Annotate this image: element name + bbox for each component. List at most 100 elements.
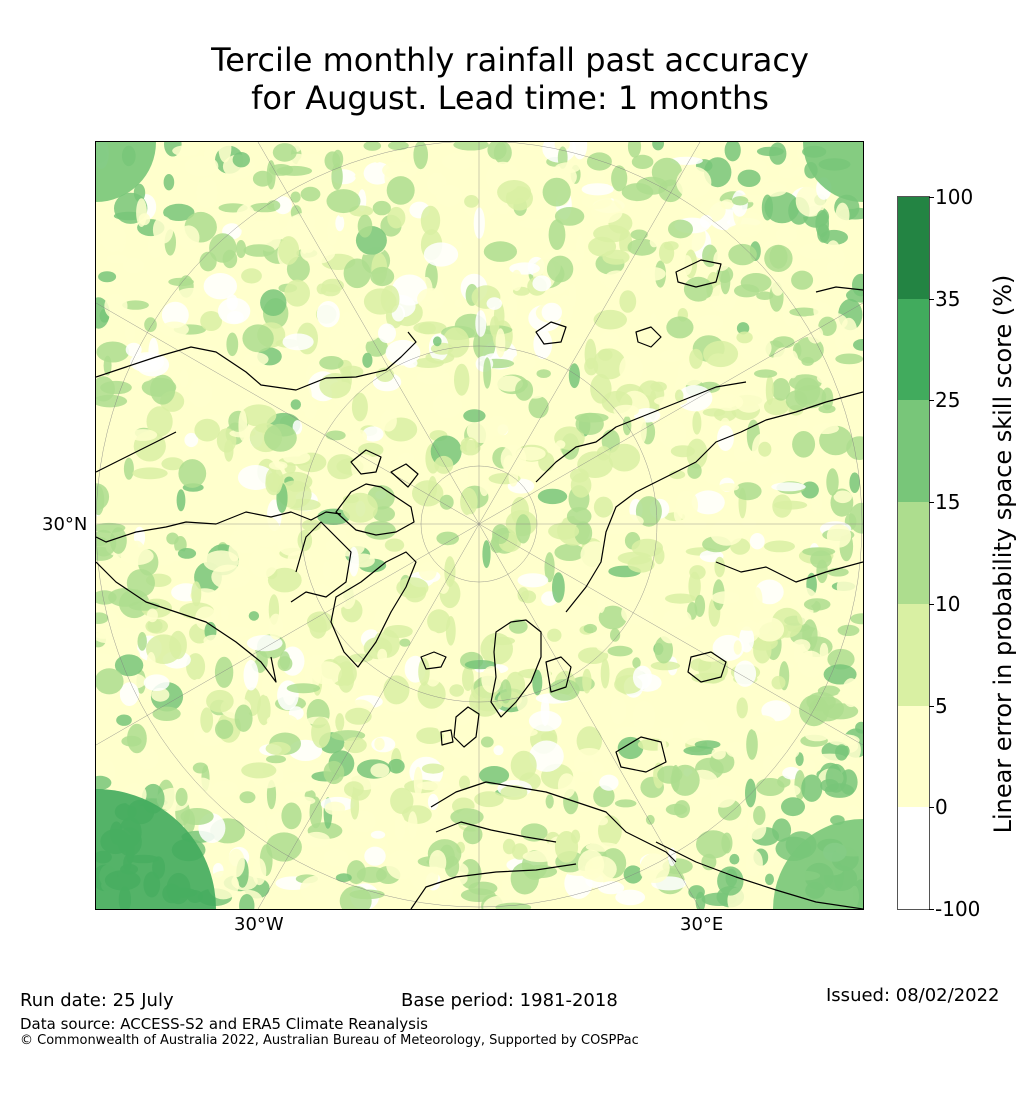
skill-patch — [239, 894, 255, 909]
skill-patch — [137, 747, 159, 770]
skill-patch — [674, 800, 690, 819]
skill-patch — [568, 363, 580, 389]
colorbar-tick-mark — [929, 298, 934, 300]
skill-patch — [163, 203, 195, 221]
skill-patch — [691, 490, 725, 515]
skill-patch — [265, 741, 291, 756]
skill-patch — [761, 661, 795, 671]
skill-patch — [548, 679, 580, 701]
skill-patch — [507, 293, 518, 323]
skill-patch — [435, 184, 463, 207]
skill-patch — [714, 556, 725, 578]
skill-patch — [794, 336, 824, 364]
skill-patch — [681, 255, 693, 276]
skill-patch — [241, 762, 277, 779]
skill-patch — [510, 750, 537, 781]
skill-patch — [403, 358, 418, 368]
skill-patch — [378, 323, 396, 344]
skill-patch — [357, 214, 373, 238]
skill-patch — [503, 455, 515, 473]
skill-patch — [674, 389, 684, 403]
skill-patch — [609, 696, 627, 725]
colorbar-tick-label: -100 — [935, 897, 981, 921]
skill-patch — [595, 816, 608, 826]
skill-patch — [192, 777, 213, 795]
skill-patch — [555, 162, 581, 174]
skill-patch — [267, 567, 302, 593]
skill-patch — [849, 472, 860, 494]
skill-patch — [557, 773, 576, 799]
skill-patch — [826, 524, 852, 548]
skill-patch — [533, 329, 553, 359]
skill-patch — [416, 369, 450, 385]
skill-patch — [463, 409, 486, 423]
colorbar-bin — [898, 603, 929, 707]
skill-patch — [728, 243, 757, 266]
skill-patch — [286, 683, 321, 694]
skill-patch — [823, 369, 854, 388]
skill-patch — [542, 177, 571, 207]
graticule — [96, 142, 863, 909]
skill-patch — [380, 285, 400, 314]
skill-patch — [473, 207, 485, 239]
skill-patch — [290, 399, 301, 410]
skill-patch — [495, 328, 506, 358]
skill-patch — [325, 430, 346, 441]
skill-patch — [511, 269, 523, 292]
skill-patch — [358, 442, 384, 457]
skill-patch — [248, 611, 260, 621]
skill-patch — [177, 225, 200, 250]
skill-patch — [96, 775, 112, 790]
skill-patch — [603, 270, 631, 291]
skill-patch — [120, 547, 154, 565]
skill-patch — [689, 348, 703, 369]
skill-patch — [771, 675, 786, 690]
map-title-line-1: Tercile monthly rainfall past accuracy — [211, 41, 809, 79]
skill-patch — [482, 540, 491, 569]
skill-patch — [627, 238, 657, 256]
skill-patch — [161, 301, 189, 329]
skill-patch — [176, 489, 186, 512]
skill-patch — [761, 194, 774, 221]
skill-patch — [797, 650, 825, 678]
skill-patch — [529, 740, 564, 772]
skill-patch — [218, 142, 232, 163]
skill-patch — [650, 661, 681, 671]
skill-patch — [324, 801, 346, 815]
skill-patch — [474, 791, 504, 808]
skill-patch — [418, 561, 437, 581]
skill-patch — [662, 608, 692, 630]
skill-patch — [752, 587, 763, 613]
colorbar-bin — [898, 705, 929, 808]
skill-patch — [520, 590, 537, 604]
skill-patch — [194, 418, 220, 442]
skill-patch — [106, 254, 128, 264]
skill-patch — [192, 762, 208, 774]
skill-patch — [284, 781, 315, 793]
skill-patch — [552, 572, 565, 603]
coastlines — [96, 259, 863, 909]
skill-patch — [699, 214, 713, 228]
skill-patch — [610, 628, 621, 642]
skill-patch — [282, 333, 314, 351]
skill-patch — [687, 462, 702, 479]
skill-patch — [203, 634, 224, 647]
skill-patch — [145, 618, 168, 634]
skill-patch — [667, 847, 677, 867]
skill-patch — [362, 426, 384, 442]
skill-patch — [339, 885, 372, 909]
skill-patch — [710, 519, 744, 546]
skill-patch — [348, 546, 359, 577]
skill-patch — [523, 864, 558, 879]
skill-patch — [335, 713, 345, 732]
skill-patch — [479, 479, 489, 497]
skill-patch — [516, 446, 546, 461]
skill-patch — [611, 165, 628, 192]
skill-patch — [668, 219, 693, 239]
skill-patch — [665, 593, 696, 604]
skill-patch — [725, 394, 738, 408]
skill-patch — [772, 336, 795, 349]
skill-patch — [235, 240, 247, 258]
skill-patch — [791, 270, 814, 290]
skill-patch — [568, 283, 577, 308]
